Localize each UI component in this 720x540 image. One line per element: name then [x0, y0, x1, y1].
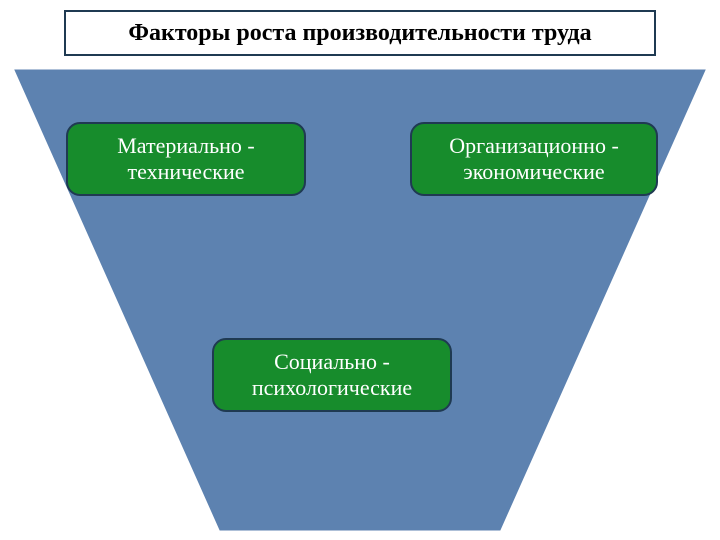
title-box: Факторы роста производительности труда — [64, 10, 656, 56]
trapezoid-bg — [0, 0, 720, 540]
factor-social: Социально - психологические — [212, 338, 452, 412]
factor-label: Материально - технические — [117, 133, 254, 186]
factor-organizational: Организационно - экономические — [410, 122, 658, 196]
factor-material: Материально - технические — [66, 122, 306, 196]
title-text: Факторы роста производительности труда — [128, 20, 591, 47]
factor-label: Организационно - экономические — [449, 133, 619, 186]
factor-label: Социально - психологические — [252, 349, 412, 402]
